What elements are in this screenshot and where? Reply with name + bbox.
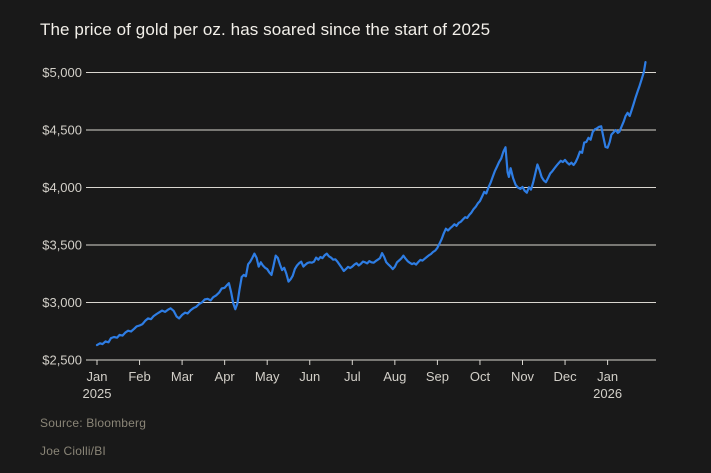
x-axis-label: Mar [171, 369, 194, 384]
x-axis-label: Jan [87, 369, 108, 384]
y-axis-label: $3,000 [42, 295, 82, 310]
x-axis-label: Aug [383, 369, 406, 384]
price-line [95, 61, 647, 347]
x-axis-label: Nov [511, 369, 535, 384]
x-axis-label: Jul [344, 369, 361, 384]
x-axis-label: Oct [470, 369, 491, 384]
y-axis-label: $5,000 [42, 65, 82, 80]
x-axis-year-label: 2026 [593, 386, 622, 401]
x-axis-label: May [255, 369, 280, 384]
byline: Joe Ciolli/BI [40, 444, 106, 458]
x-axis-label: Dec [553, 369, 577, 384]
x-axis-label: Jan [597, 369, 618, 384]
x-axis-year-label: 2025 [83, 386, 112, 401]
y-axis-label: $4,000 [42, 180, 82, 195]
y-axis-label: $4,500 [42, 123, 82, 138]
x-axis-label: Jun [299, 369, 320, 384]
x-axis-label: Apr [215, 369, 236, 384]
y-axis-label: $2,500 [42, 353, 82, 368]
chart-title: The price of gold per oz. has soared sin… [40, 20, 491, 39]
source-label: Source: Bloomberg [40, 416, 147, 430]
y-axis-label: $3,500 [42, 238, 82, 253]
x-axis-label: Feb [128, 369, 150, 384]
x-axis-label: Sep [426, 369, 449, 384]
